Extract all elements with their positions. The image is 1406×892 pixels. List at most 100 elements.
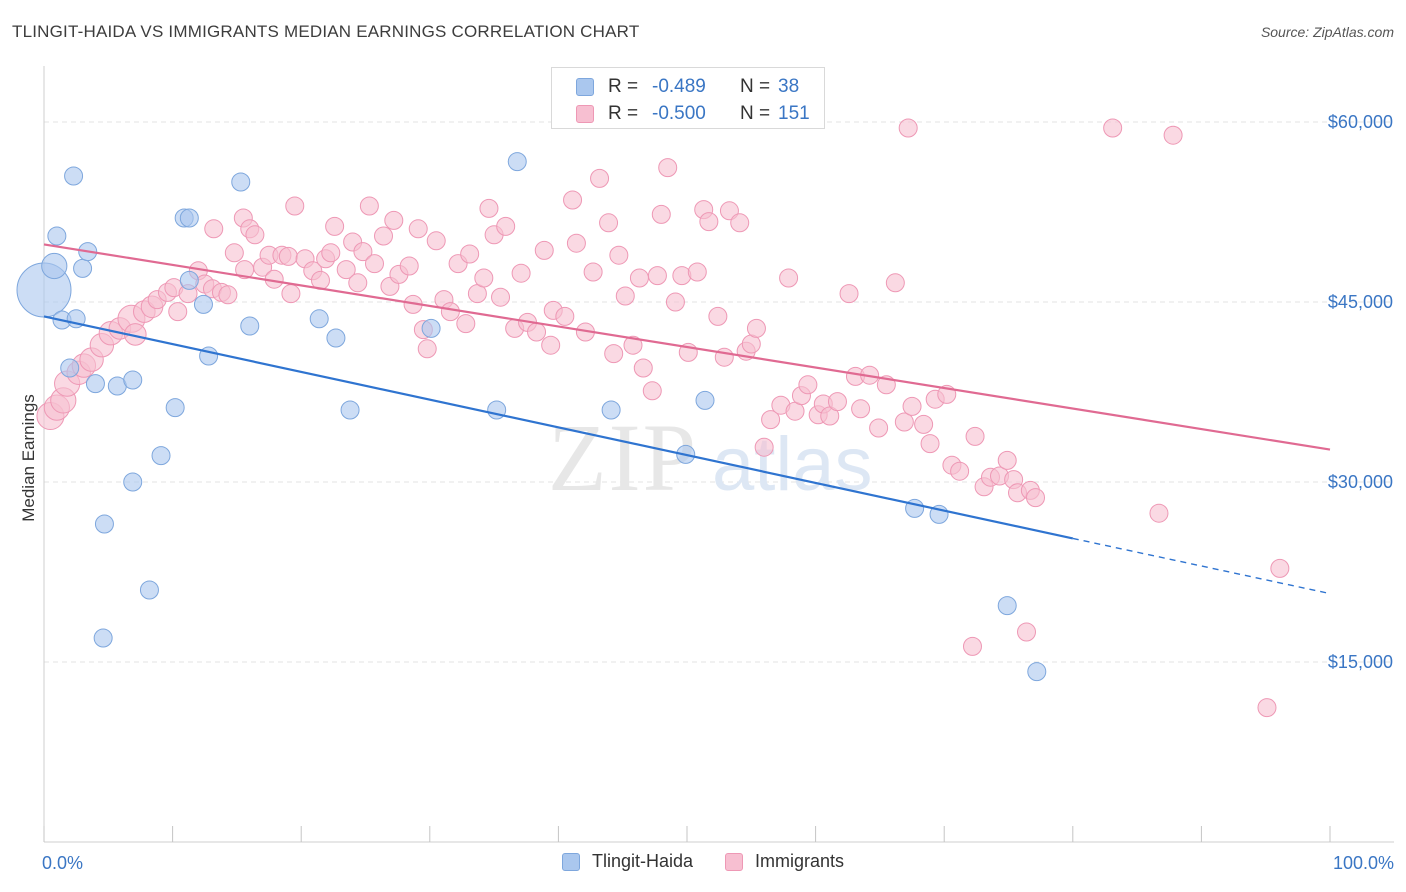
legend-item-immigrants[interactable]: Immigrants	[725, 851, 844, 872]
y-tick-label: $60,000	[1328, 112, 1393, 132]
data-point	[278, 246, 298, 266]
data-point	[699, 212, 719, 232]
data-point	[647, 266, 667, 286]
data-point	[479, 198, 499, 218]
data-point	[281, 284, 301, 304]
data-point	[123, 472, 143, 492]
data-point	[665, 292, 685, 312]
data-point	[326, 328, 346, 348]
data-point	[41, 252, 68, 280]
data-point	[440, 302, 460, 322]
data-point	[642, 381, 662, 401]
data-point	[894, 412, 914, 432]
data-point	[474, 268, 494, 288]
data-point	[687, 262, 707, 282]
data-point	[139, 580, 159, 600]
data-point	[563, 190, 583, 210]
data-point	[165, 398, 185, 418]
pink-swatch	[725, 852, 744, 871]
data-point	[695, 390, 715, 410]
data-point	[384, 210, 404, 230]
x-tick-label: 100.0%	[1333, 853, 1394, 873]
data-point	[623, 335, 643, 355]
data-point	[374, 226, 394, 246]
data-point	[902, 396, 922, 416]
data-point	[231, 172, 251, 192]
trend-lines	[43, 243, 1331, 595]
data-point	[179, 208, 199, 228]
data-point	[851, 399, 871, 419]
legend-row-tlingit-haida: R = -0.489 N = 38	[576, 73, 799, 101]
n-value: 151	[778, 103, 810, 124]
data-point	[336, 260, 356, 280]
chart-title: TLINGIT-HAIDA VS IMMIGRANTS MEDIAN EARNI…	[12, 22, 640, 41]
data-point	[417, 339, 437, 359]
data-point	[950, 461, 970, 481]
data-point	[399, 256, 419, 276]
data-point	[869, 418, 889, 438]
n-label: N =	[740, 103, 771, 124]
data-point	[629, 268, 649, 288]
data-point	[615, 286, 635, 306]
data-point	[285, 196, 305, 216]
r-label: R =	[608, 76, 639, 97]
legend-item-tlingit-haida[interactable]: Tlingit-Haida	[561, 851, 694, 872]
data-point	[1163, 125, 1183, 145]
data-point	[60, 358, 80, 378]
correlation-legend: R = -0.489 N = 38 R = -0.500 N = 151	[551, 67, 825, 129]
data-point	[601, 400, 621, 420]
data-point	[962, 636, 982, 656]
legend-row-immigrants: R = -0.500 N = 151	[576, 100, 810, 128]
data-point	[496, 216, 516, 236]
r-value: -0.500	[652, 103, 706, 124]
tlingit-haida-points	[16, 152, 1047, 682]
data-point	[590, 168, 610, 188]
data-point	[965, 426, 985, 446]
data-point	[599, 213, 619, 233]
n-label: N =	[740, 76, 771, 97]
data-point	[511, 263, 531, 283]
data-point	[460, 244, 480, 264]
data-point	[534, 240, 554, 260]
data-point	[1103, 118, 1123, 138]
data-point	[47, 226, 67, 246]
data-point	[754, 437, 774, 457]
data-point	[708, 306, 728, 326]
data-point	[658, 158, 678, 178]
data-point	[340, 400, 360, 420]
data-point	[730, 213, 750, 233]
data-point	[1017, 622, 1037, 642]
data-point	[798, 375, 818, 395]
r-label: R =	[608, 103, 639, 124]
data-point	[633, 358, 653, 378]
source-label: Source: ZipAtlas.com	[1260, 24, 1394, 40]
watermark-zip: ZIP	[548, 404, 698, 511]
data-point	[64, 166, 84, 186]
data-point	[85, 374, 105, 394]
blue-swatch	[561, 852, 580, 871]
data-point	[898, 118, 918, 138]
legend-label: Tlingit-Haida	[591, 851, 694, 871]
y-axis-label: Median Earnings	[19, 394, 38, 522]
data-point	[309, 309, 329, 329]
data-point	[839, 284, 859, 304]
data-point	[245, 225, 265, 245]
data-point	[193, 294, 213, 314]
data-point	[1257, 698, 1277, 718]
data-point	[73, 258, 93, 278]
data-point	[456, 314, 476, 334]
tlingit-haida-trend-line	[43, 315, 1074, 540]
data-point	[224, 243, 244, 263]
pink-swatch	[576, 105, 594, 123]
data-point	[527, 322, 547, 342]
data-point	[218, 285, 238, 305]
data-point	[997, 596, 1017, 616]
data-point	[426, 231, 446, 251]
legend-label: Immigrants	[755, 851, 845, 871]
data-point	[583, 262, 603, 282]
data-point	[566, 233, 586, 253]
data-point	[651, 204, 671, 224]
data-point	[204, 219, 224, 239]
r-value: -0.489	[652, 76, 706, 97]
